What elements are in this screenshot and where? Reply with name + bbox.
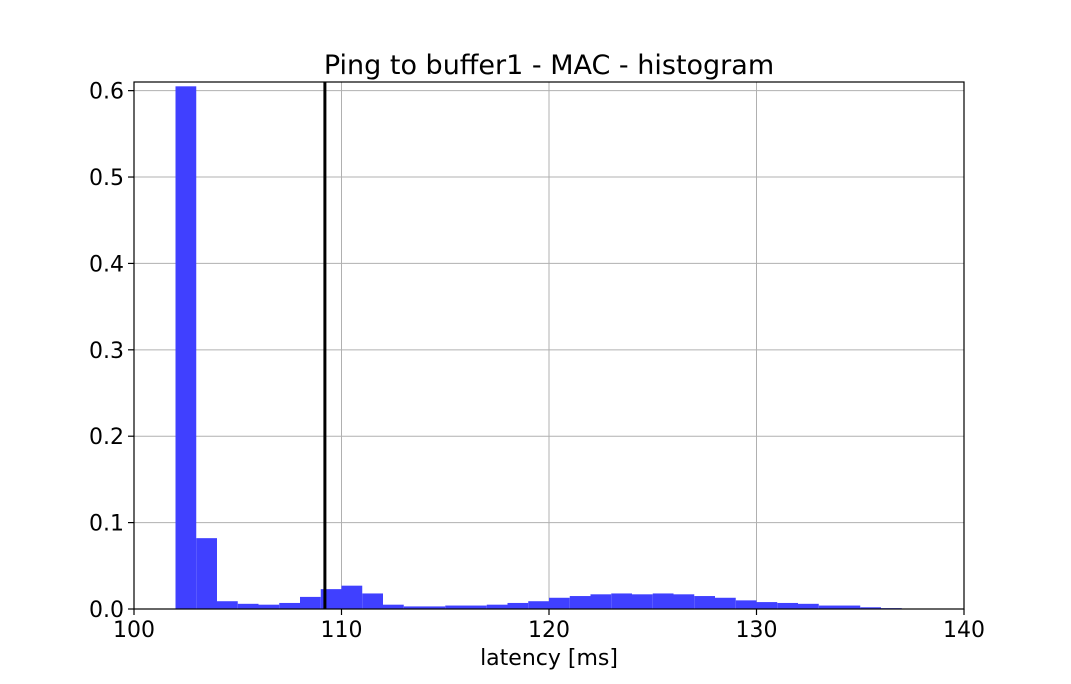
grid-lines: [133, 82, 965, 610]
histogram-bar: [798, 603, 819, 609]
histogram-bar: [777, 602, 798, 609]
histogram-bar: [735, 600, 757, 609]
y-tick-label: 0.0: [89, 598, 124, 623]
histogram-bar: [756, 602, 778, 609]
y-tick-label: 0.3: [89, 339, 124, 364]
histogram-bar: [507, 602, 529, 609]
histogram-bar: [362, 593, 383, 609]
histogram-bar: [258, 604, 280, 609]
histogram-bar: [839, 605, 861, 609]
y-tick-label: 0.2: [89, 425, 124, 450]
y-axis-ticks: 0.0 0.1 0.2 0.3 0.4 0.5 0.6: [89, 80, 134, 623]
y-tick-label: 0.6: [89, 80, 124, 105]
y-tick-label: 0.4: [89, 252, 124, 277]
histogram-bar: [860, 607, 881, 609]
y-tick-label: 0.5: [89, 166, 124, 191]
histogram-bar: [175, 86, 197, 609]
histogram-bar: [196, 538, 217, 609]
histogram-bar: [279, 602, 300, 609]
histogram-bar: [486, 604, 508, 609]
histogram-bar: [445, 605, 466, 609]
histogram-bar: [632, 594, 653, 609]
chart-title: Ping to buffer1 - MAC - histogram: [324, 50, 774, 81]
x-axis-ticks: 100 110 120 130 140: [113, 609, 985, 643]
histogram-bar: [569, 596, 591, 609]
histogram-bar: [237, 603, 259, 609]
histogram-bar: [673, 594, 695, 609]
histogram-bar: [715, 597, 736, 609]
histogram-bar: [652, 593, 674, 609]
histogram-bar: [466, 605, 487, 609]
histogram-bars: [175, 86, 902, 609]
histogram-bar: [403, 606, 425, 609]
histogram-bar: [528, 601, 549, 609]
x-tick-label: 130: [736, 618, 778, 643]
histogram-bar: [694, 596, 715, 609]
x-tick-label: 140: [943, 618, 985, 643]
x-tick-label: 100: [113, 618, 155, 643]
histogram-bar: [611, 593, 632, 609]
histogram-bar: [590, 594, 612, 609]
histogram-bar: [217, 601, 238, 609]
x-axis-label: latency [ms]: [480, 646, 618, 671]
histogram-bar: [424, 606, 446, 609]
histogram-bar: [549, 597, 570, 609]
y-tick-label: 0.1: [89, 512, 124, 537]
x-tick-label: 120: [528, 618, 570, 643]
histogram-bar: [818, 605, 840, 609]
x-tick-label: 110: [321, 618, 363, 643]
histogram-bar: [383, 604, 404, 609]
histogram-bar: [341, 585, 363, 609]
histogram-bar: [300, 596, 321, 609]
